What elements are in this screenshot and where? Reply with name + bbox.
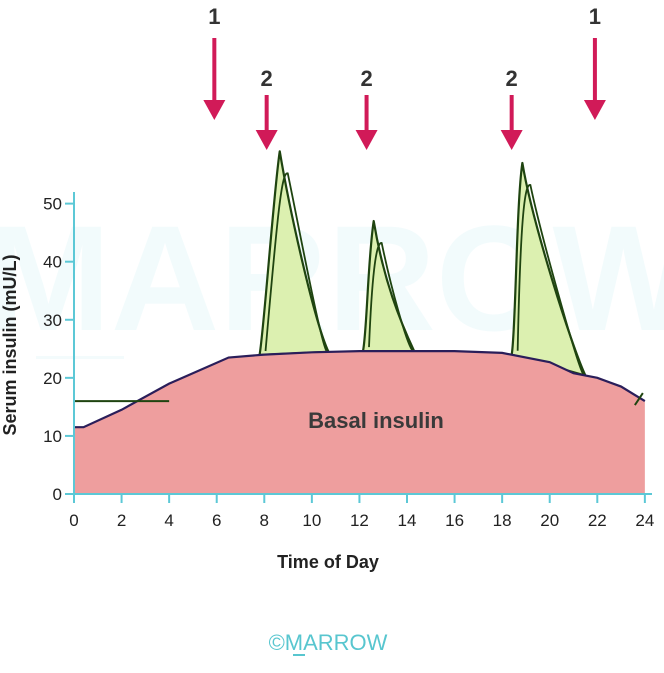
y-tick-label-20: 20 (43, 369, 62, 388)
y-tick-label-0: 0 (53, 485, 62, 504)
arrow-head-5 (583, 100, 606, 120)
bolus-peak-inner-1 (264, 172, 328, 352)
x-tick-label-2: 2 (117, 511, 126, 530)
x-tick-label-18: 18 (493, 511, 512, 530)
x-tick-label-20: 20 (540, 511, 559, 530)
arrow-label-2: 2 (261, 66, 273, 91)
basal-outline (74, 350, 646, 429)
x-tick-label-12: 12 (350, 511, 369, 530)
y-tick-label-50: 50 (43, 195, 62, 214)
x-tick-label-16: 16 (445, 511, 464, 530)
arrow-label-3: 2 (360, 66, 372, 91)
basal-insulin-label: Basal insulin (308, 408, 444, 433)
x-axis-title: Time of Day (277, 552, 379, 572)
watermark-underline (36, 356, 124, 359)
arrow-head-4 (500, 130, 523, 150)
x-tick-label-22: 22 (588, 511, 607, 530)
y-tick-label-40: 40 (43, 253, 62, 272)
y-tick-label-10: 10 (43, 427, 62, 446)
y-tick-label-30: 30 (43, 311, 62, 330)
arrow-label-4: 2 (506, 66, 518, 91)
arrow-head-3 (355, 130, 378, 150)
arrow-label-5: 1 (589, 4, 601, 29)
x-tick-label-24: 24 (635, 511, 654, 530)
meal-arrows: 1 2 2 2 1 (203, 4, 606, 150)
arrow-head-2 (255, 130, 278, 150)
arrow-head-1 (203, 100, 226, 120)
basal-fill (74, 351, 645, 494)
bolus-peak-inner-2 (368, 242, 413, 351)
arrow-label-1: 1 (208, 4, 220, 29)
bolus-peak-inner-3 (516, 184, 585, 376)
x-tick-label-6: 6 (212, 511, 221, 530)
copyright-text: ©MARROW (269, 630, 388, 655)
basal-area (74, 350, 646, 494)
x-tick-label-8: 8 (260, 511, 269, 530)
x-tick-label-0: 0 (69, 511, 78, 530)
bolus-peaks (258, 150, 587, 377)
x-tick-label-14: 14 (398, 511, 417, 530)
x-tick-label-10: 10 (302, 511, 321, 530)
bolus-peak-1 (258, 150, 330, 357)
copyright-underline (293, 654, 305, 656)
y-axis-title: Serum insulin (mU/L) (0, 254, 20, 435)
x-tick-label-4: 4 (164, 511, 173, 530)
basal-end-tick (634, 392, 644, 406)
